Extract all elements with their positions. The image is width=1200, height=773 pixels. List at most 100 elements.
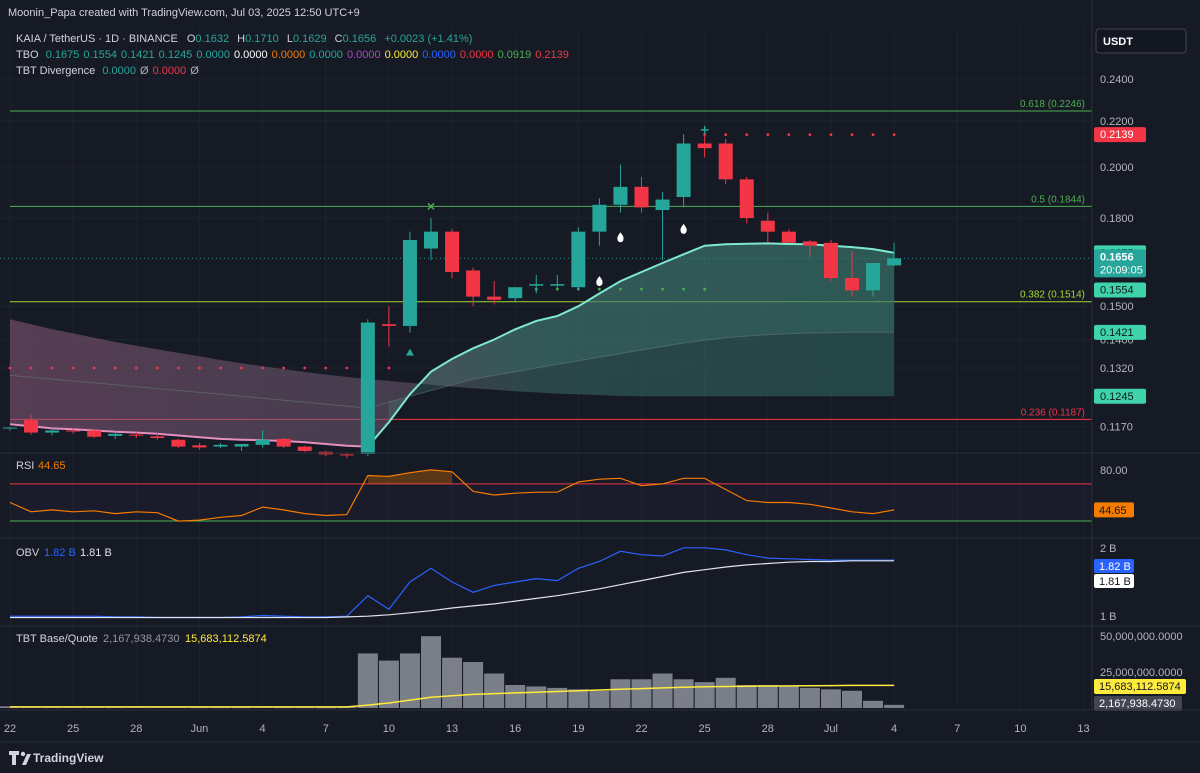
candle[interactable] [760, 212, 775, 243]
candle-body [781, 231, 796, 243]
ohlc-open: 0.1632 [195, 33, 229, 45]
rsi-tick-label: 80.00 [1100, 465, 1128, 477]
candle[interactable] [487, 281, 502, 305]
volume-pane[interactable]: TBT Base/Quote 2,167,938.4730 15,683,112.5… [0, 631, 1186, 711]
divergence-legend[interactable]: TBT Divergence 0.0000 Ø 0.0000 Ø [16, 65, 199, 77]
resistance-dot [134, 366, 138, 370]
candle[interactable] [424, 218, 438, 261]
candle[interactable] [171, 438, 186, 449]
candle[interactable] [866, 263, 881, 297]
plus-marker [700, 125, 709, 134]
candle-body [255, 439, 270, 445]
support-dot [619, 287, 622, 291]
candle[interactable] [87, 429, 102, 439]
candle[interactable] [697, 132, 712, 158]
candle[interactable] [781, 228, 796, 243]
ohlc-high: 0.1710 [245, 33, 279, 45]
volume-badge[interactable]: 2,167,938.4730 [1094, 696, 1182, 711]
tradingview-logo[interactable]: TradingView [9, 751, 104, 765]
candle-body [297, 446, 312, 451]
candle[interactable] [508, 287, 523, 302]
candle-body [866, 263, 881, 291]
rsi-pane[interactable]: RSI 44.65 80.00 44.65 [9, 460, 1134, 522]
candle[interactable] [66, 428, 81, 434]
obv-pane[interactable]: OBV 1.82 B 1.81 B 2 B 1 B 1.82 B 1.81 B [10, 543, 1134, 623]
candles[interactable] [3, 132, 902, 458]
price-badge[interactable]: 0.2139 [1094, 127, 1146, 143]
candle[interactable] [213, 443, 228, 449]
tbo-value: 0.1554 [83, 49, 117, 61]
currency-button[interactable]: USDT [1095, 28, 1187, 54]
candle[interactable] [108, 431, 123, 439]
candle[interactable] [445, 228, 460, 279]
candle[interactable] [550, 274, 565, 291]
candle[interactable] [592, 198, 607, 246]
price-badge[interactable]: 0.1421 [1094, 324, 1146, 340]
candle[interactable] [339, 452, 354, 458]
candle[interactable] [739, 176, 754, 224]
candle[interactable] [3, 427, 17, 431]
volume-badge-bg [1094, 696, 1182, 711]
time-tick-label: Jul [824, 723, 838, 735]
tbo-dots [8, 133, 896, 370]
obv-badge[interactable]: 1.82 B [1094, 559, 1134, 573]
ohlc-high-key: H [237, 33, 245, 45]
resistance-dot [240, 366, 243, 370]
candle[interactable] [676, 134, 691, 208]
time-tick-label: 28 [130, 723, 142, 735]
candle[interactable] [150, 432, 165, 440]
candle[interactable] [255, 430, 270, 448]
candle[interactable] [571, 227, 586, 291]
candle[interactable] [634, 176, 649, 213]
candle-body [697, 143, 712, 149]
candle[interactable] [381, 306, 396, 347]
obv-ma-badge[interactable]: 1.81 B [1094, 574, 1134, 588]
candle[interactable] [402, 231, 417, 333]
time-tick-label: 7 [323, 723, 329, 735]
support-dot [640, 287, 643, 291]
price-badge-value: 0.1245 [1100, 391, 1134, 403]
fib-label: 0.5 (0.1844) [1031, 194, 1085, 205]
candle-body [424, 231, 438, 249]
candle[interactable] [276, 438, 291, 449]
fib-label: 0.618 (0.2246) [1020, 99, 1085, 110]
candle[interactable] [234, 444, 249, 451]
volume-bar [526, 686, 547, 708]
price-badge[interactable]: 0.1245 [1094, 388, 1146, 404]
candle[interactable] [802, 240, 817, 258]
fib-label: 0.236 (0.1187) [1021, 407, 1085, 418]
candle[interactable] [297, 445, 312, 452]
candle[interactable] [360, 319, 375, 457]
candle-body [213, 444, 228, 447]
candle[interactable] [466, 267, 481, 307]
fib-levels: 0.618 (0.2246) 0.5 (0.1844) 0.382 (0.1514)… [0, 99, 1092, 420]
volume-bar [547, 687, 568, 708]
candle[interactable] [887, 242, 902, 267]
volume-bar [715, 677, 736, 708]
candle-body [129, 434, 144, 436]
candle-body [487, 296, 502, 300]
candle[interactable] [845, 251, 859, 297]
candle[interactable] [192, 443, 207, 450]
candle[interactable] [529, 274, 544, 294]
volume-bar [463, 662, 484, 708]
candle[interactable] [45, 428, 60, 436]
candle[interactable] [24, 414, 39, 435]
price-badge[interactable]: 0.1554 [1094, 282, 1146, 298]
tbo-value: 0.0000 [385, 49, 419, 61]
volume-bar [863, 700, 884, 708]
candle[interactable] [823, 240, 838, 282]
candle[interactable] [655, 191, 670, 261]
candle[interactable] [613, 164, 628, 213]
symbol-legend[interactable]: KAIA / TetherUS · 1D · BINANCE O0.1632 H… [16, 33, 472, 45]
candle[interactable] [718, 138, 733, 185]
volume-bar [315, 707, 336, 709]
credit-text: Moonin_Papa created with TradingView.com… [8, 7, 360, 19]
rsi-badge[interactable]: 44.65 [1094, 502, 1134, 518]
volume-ma-badge[interactable]: 15,683,112.5874 [1094, 679, 1186, 694]
candle[interactable] [129, 432, 144, 439]
candle-body [802, 241, 817, 246]
tbo-legend[interactable]: TBO 0.1675 0.1554 0.1421 0.1245 0.0000 0.0000… [16, 49, 569, 61]
